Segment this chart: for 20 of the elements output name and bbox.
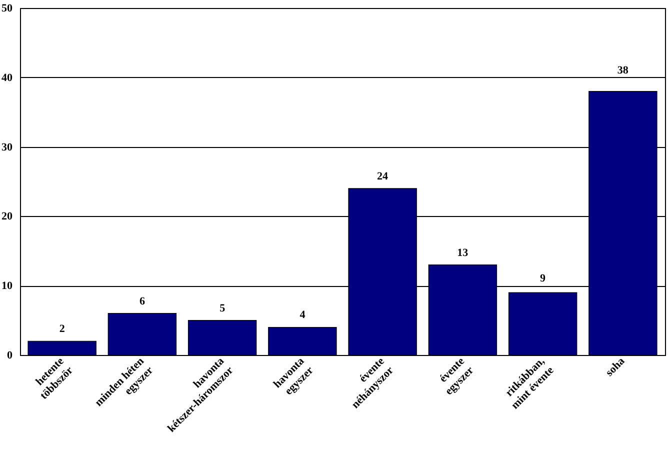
y-tick-label: 40 — [2, 72, 13, 84]
data-label: 2 — [59, 323, 66, 336]
y-tick-label: 50 — [2, 2, 13, 14]
y-tick-label: 30 — [2, 141, 13, 154]
data-label: 13 — [457, 246, 469, 259]
data-label: 5 — [220, 302, 226, 314]
data-label: 38 — [617, 64, 629, 76]
bar — [108, 313, 177, 356]
x-tick-label: soha — [604, 354, 628, 379]
data-label: 4 — [300, 309, 306, 322]
y-tick-label: 0 — [7, 350, 13, 362]
bar — [268, 326, 337, 356]
bar — [28, 340, 96, 356]
bar — [508, 292, 578, 356]
data-label: 24 — [377, 170, 389, 182]
data-label: 9 — [540, 272, 546, 285]
y-tick-label: 20 — [2, 210, 13, 223]
y-tick-label: 10 — [2, 280, 13, 292]
bar — [188, 320, 257, 356]
data-label: 6 — [139, 295, 146, 308]
